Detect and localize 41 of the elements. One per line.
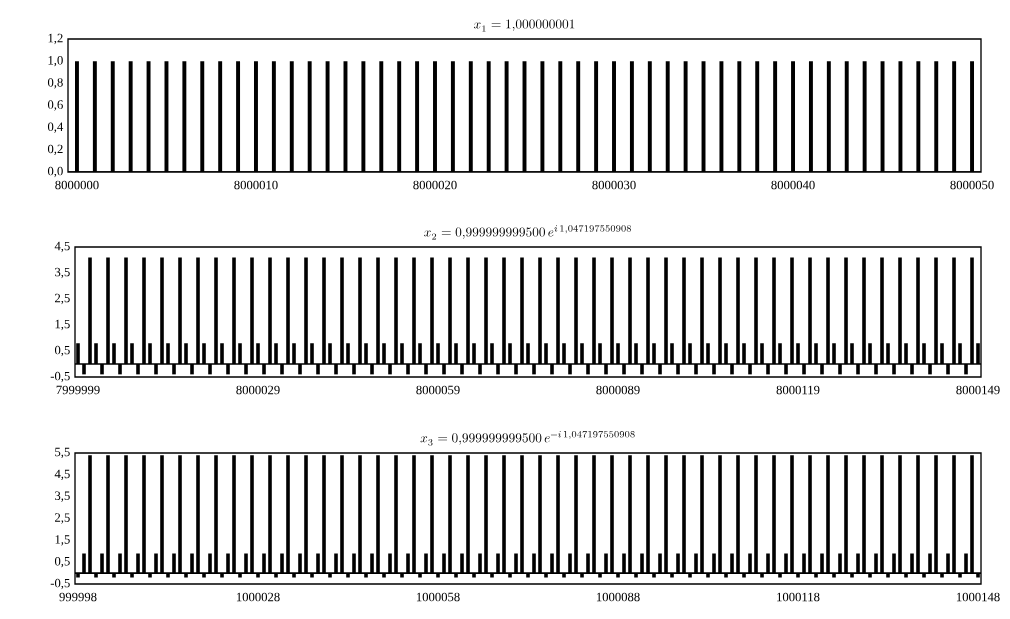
y-tick-label: 0,8	[47, 78, 63, 89]
x-tick-label: 1000148	[956, 592, 1000, 602]
x-tick-label: 8000029	[236, 385, 280, 395]
chart-title: $x_{2} = 0{,}999999999500\,e^{i\,1{,}047197550908}$	[424, 225, 632, 240]
x-tick-label: 8000050	[950, 180, 994, 190]
x-tick-label: 999998	[59, 592, 97, 602]
y-tick-label: 2,5	[55, 293, 70, 305]
y-tick-label: 3,5	[55, 491, 70, 502]
x-tick-label: 1000058	[416, 592, 460, 602]
x-tick-label: 8000030	[592, 180, 636, 190]
x-tick-label: 8000089	[596, 385, 640, 395]
y-tick-label: 4,5	[54, 469, 70, 480]
y-tick-label: 2,5	[55, 513, 70, 524]
x-tick-label: 8000040	[771, 180, 815, 190]
y-tick-label: -0,5	[50, 371, 70, 383]
y-tick-label: -0,5	[50, 578, 70, 590]
x-tick-label: 1000118	[777, 592, 820, 602]
y-tick-label: 4,5	[54, 241, 70, 253]
y-tick-label: 0,2	[47, 144, 63, 156]
y-tick-label: 1,5	[55, 319, 70, 331]
y-tick-label: 0,0	[47, 166, 63, 178]
x-tick-label: 8000119	[776, 385, 820, 395]
y-tick-label: 5,5	[55, 447, 70, 459]
y-tick-label: 1,5	[55, 535, 70, 546]
y-tick-label: 0,6	[47, 100, 63, 111]
chart-title: $x_{3} = 0{,}999999999500\,e^{-i\,1{,}047197550908}$	[420, 431, 635, 446]
x-tick-label: 8000059	[416, 385, 460, 395]
x-tick-label: 8000010	[234, 180, 278, 190]
y-tick-label: 3,5	[55, 267, 70, 279]
y-tick-label: 0,5	[54, 345, 70, 357]
x-tick-label: 7999999	[56, 385, 100, 395]
x-tick-label: 1000028	[236, 592, 280, 602]
y-tick-label: 0,4	[47, 122, 64, 133]
x-tick-label: 8000149	[956, 385, 1000, 395]
y-tick-label: 1,0	[48, 55, 63, 67]
x-tick-label: 8000000	[55, 180, 99, 190]
x-tick-label: 1000088	[596, 592, 640, 602]
y-tick-label: 0,5	[54, 556, 70, 568]
y-tick-label: 1,2	[48, 33, 63, 45]
chart-title: $x_{1} = 1{,}000000001$	[474, 19, 575, 32]
x-tick-label: 8000020	[413, 180, 457, 190]
